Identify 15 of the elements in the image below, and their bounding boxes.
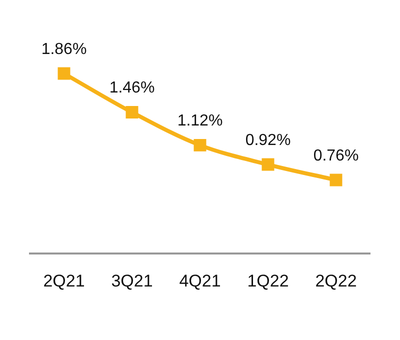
point xyxy=(126,106,138,119)
data-label: 1.46% xyxy=(109,80,155,97)
data-label: 0.76% xyxy=(313,147,359,164)
point xyxy=(58,67,70,80)
data-label: 1.12% xyxy=(177,112,223,130)
data-label: 1.86% xyxy=(41,40,87,58)
data-label: 0.92% xyxy=(245,132,291,149)
point xyxy=(262,158,274,171)
x-tick-label: 3Q21 xyxy=(111,271,153,290)
x-tick-label: 2Q21 xyxy=(43,271,85,290)
x-tick-label: 4Q21 xyxy=(179,271,221,290)
x-tick-label: 1Q22 xyxy=(247,271,289,290)
point xyxy=(330,174,342,186)
point xyxy=(194,138,206,152)
x-tick-label: 2Q22 xyxy=(315,271,357,290)
